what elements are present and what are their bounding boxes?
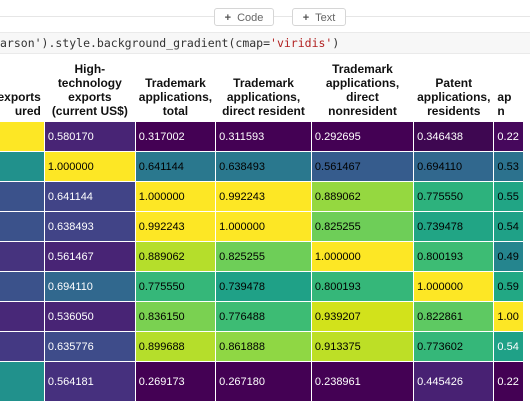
- table-cell: 0.53: [493, 151, 524, 182]
- table-cell: 0.267180: [215, 361, 312, 402]
- table-cell: 0.825255: [310, 211, 415, 242]
- table-cell: 0.638493: [215, 151, 312, 182]
- table-cell: 0.55: [493, 181, 524, 212]
- table-cell: 0.861888: [215, 331, 312, 362]
- table-cell: 0.292695: [310, 121, 415, 152]
- table-cell: 0.775550: [134, 271, 217, 302]
- table-cell: [0, 121, 45, 152]
- table-cell: 0.22: [493, 121, 524, 152]
- table-cell: 0.836150: [134, 301, 217, 332]
- column-header: Trademark applications, total: [135, 60, 217, 122]
- table-cell: 0.536050: [43, 301, 136, 332]
- table-cell: [0, 331, 45, 362]
- table-cell: 0.641144: [43, 181, 136, 212]
- table-cell: 1.000000: [413, 271, 495, 302]
- table-cell: [0, 301, 45, 332]
- table-cell: 0.992243: [134, 211, 217, 242]
- table-body: 0.580170 0.317002 0.311593 0.292695 0.346438…: [0, 121, 524, 402]
- table-cell: 0.54: [493, 331, 524, 362]
- table-cell: 0.800193: [413, 241, 495, 272]
- plus-icon: +: [224, 12, 232, 24]
- table-cell: 0.739478: [413, 211, 495, 242]
- table-row: 0.641144 1.000000 0.992243 0.889062 0.775550…: [0, 181, 524, 212]
- table-cell: 0.561467: [43, 241, 136, 272]
- table-cell: 0.889062: [134, 241, 217, 272]
- table-row: 0.564181 0.269173 0.267180 0.238961 0.445426…: [0, 361, 524, 402]
- table-cell: 0.800193: [310, 271, 415, 302]
- table-cell: 0.238961: [310, 361, 415, 402]
- output-dataframe: exports ured High-technology exports (cur…: [0, 60, 530, 408]
- table-cell: 1.000000: [43, 151, 136, 182]
- table-cell: 0.564181: [43, 361, 136, 402]
- column-header: Trademark applications, direct nonreside…: [311, 60, 415, 122]
- table-cell: [0, 211, 45, 242]
- column-header: High-technology exports (current US$): [44, 60, 136, 122]
- table-cell: 1.000000: [134, 181, 217, 212]
- table-cell: 0.22: [493, 361, 524, 402]
- table-cell: 0.775550: [413, 181, 495, 212]
- table-cell: 0.822861: [413, 301, 495, 332]
- column-header: Trademark applications, direct resident: [215, 60, 312, 122]
- table-cell: 0.694110: [413, 151, 495, 182]
- header-row: exports ured High-technology exports (cur…: [0, 60, 524, 122]
- table-row: 1.000000 0.641144 0.638493 0.561467 0.694110…: [0, 151, 524, 182]
- table-row: 0.635776 0.899688 0.861888 0.913375 0.773602…: [0, 331, 524, 362]
- table-cell: 0.54: [493, 211, 524, 242]
- table-cell: [0, 271, 45, 302]
- add-code-label: Code: [237, 12, 264, 24]
- table-cell: 0.580170: [43, 121, 136, 152]
- table-row: 0.536050 0.836150 0.776488 0.939207 0.822861…: [0, 301, 524, 332]
- column-header: ap n: [493, 60, 524, 122]
- table-cell: 0.445426: [413, 361, 495, 402]
- table-cell: 0.561467: [310, 151, 415, 182]
- table-cell: [0, 241, 45, 272]
- table-cell: 0.311593: [215, 121, 312, 152]
- table-cell: 0.635776: [43, 331, 136, 362]
- table-cell: [0, 361, 45, 402]
- table-cell: 0.694110: [43, 271, 136, 302]
- table-cell: 0.317002: [134, 121, 217, 152]
- table-cell: 0.346438: [413, 121, 495, 152]
- table-cell: 0.899688: [134, 331, 217, 362]
- table-cell: [0, 181, 45, 212]
- table-row: 0.561467 0.889062 0.825255 1.000000 0.800193…: [0, 241, 524, 272]
- table-cell: 0.939207: [310, 301, 415, 332]
- table-cell: 0.825255: [215, 241, 312, 272]
- styled-correlation-table: exports ured High-technology exports (cur…: [0, 60, 524, 402]
- table-cell: 0.638493: [43, 211, 136, 242]
- table-row: 0.580170 0.317002 0.311593 0.292695 0.346438…: [0, 121, 524, 152]
- table-cell: 0.889062: [310, 181, 415, 212]
- notebook-toolbar: + Code + Text: [0, 0, 530, 26]
- code-string: 'viridis': [270, 36, 333, 50]
- add-code-cell-button[interactable]: + Code: [214, 8, 274, 26]
- table-cell: 0.49: [493, 241, 524, 272]
- table-row: 0.638493 0.992243 1.000000 0.825255 0.739478…: [0, 211, 524, 242]
- table-cell: 1.000000: [215, 211, 312, 242]
- table-cell: 0.739478: [215, 271, 312, 302]
- table-cell: 0.992243: [215, 181, 312, 212]
- table-cell: 0.641144: [134, 151, 217, 182]
- column-header: Patent applications, residents: [413, 60, 495, 122]
- add-text-label: Text: [315, 12, 336, 24]
- table-cell: 1.000000: [310, 241, 415, 272]
- table-cell: 0.913375: [310, 331, 415, 362]
- code-suffix: ): [332, 36, 340, 50]
- add-text-cell-button[interactable]: + Text: [292, 8, 346, 26]
- plus-icon: +: [302, 12, 310, 24]
- table-cell: 0.773602: [413, 331, 495, 362]
- table-cell: 0.59: [493, 271, 524, 302]
- table-row: 0.694110 0.775550 0.739478 0.800193 1.000000…: [0, 271, 524, 302]
- table-cell: 0.269173: [134, 361, 217, 402]
- code-prefix: arson').style.background_gradient(cmap=: [0, 36, 271, 50]
- column-header: exports ured: [0, 60, 45, 122]
- code-cell-source[interactable]: arson').style.background_gradient(cmap='…: [0, 32, 530, 54]
- table-cell: [0, 151, 45, 182]
- table-cell: 0.776488: [215, 301, 312, 332]
- table-cell: 1.00: [493, 301, 524, 332]
